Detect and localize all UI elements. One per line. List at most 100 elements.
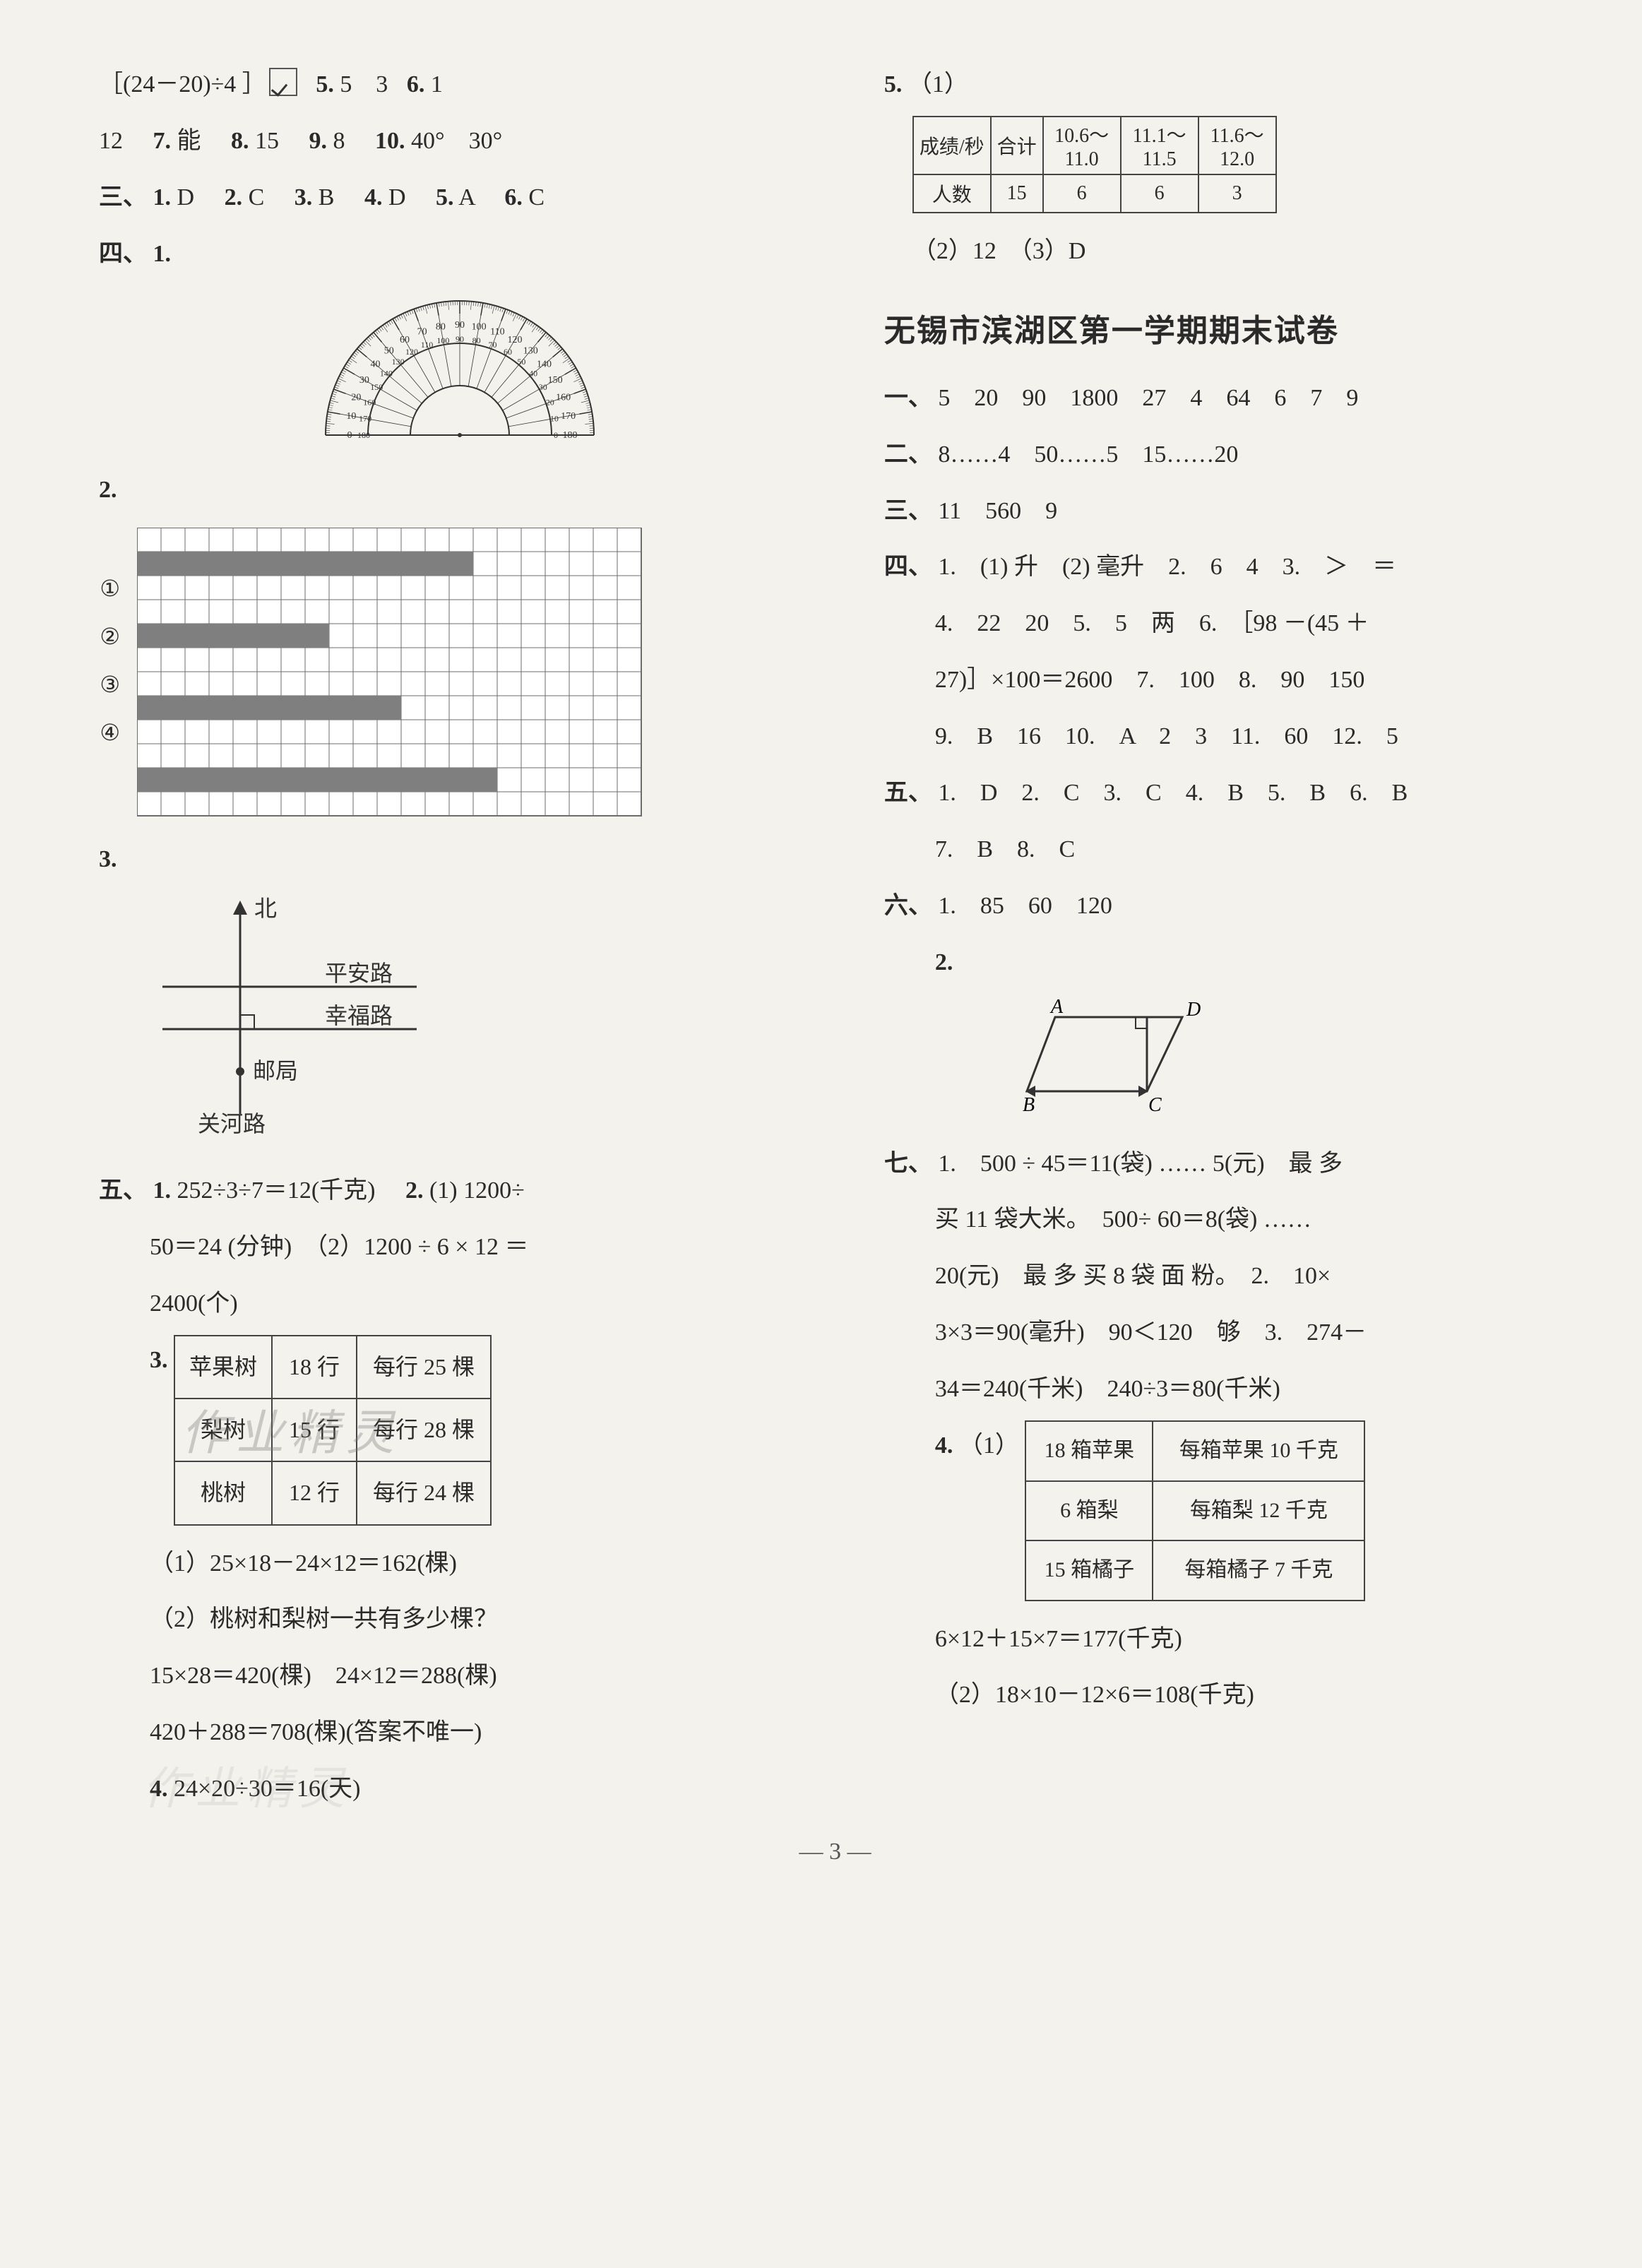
qnum: 4.: [150, 1776, 168, 1802]
tree-table-wrap: 苹果树18 行每行 25 棵梨树15 行每行 28 棵桃树12 行每行 24 棵…: [174, 1332, 492, 1536]
svg-text:10: 10: [346, 410, 356, 421]
answer: 252÷3÷7＝12(千克): [177, 1177, 400, 1204]
tree-table: 苹果树18 行每行 25 棵梨树15 行每行 28 棵桃树12 行每行 24 棵: [174, 1335, 492, 1526]
section-label: 四、: [884, 554, 932, 580]
sec4-body: 4. 22 20 5. 5 两 6. ［98 －(45 ＋ 27)］×100＝2…: [884, 595, 1571, 765]
svg-text:120: 120: [507, 334, 522, 345]
q2: 2.: [935, 934, 1571, 991]
line: 9. B 16 10. A 2 3 11. 60 12. 5: [935, 708, 1571, 765]
right-column: 5. （1） 成绩/秒合计10.6～ 11.011.1～ 11.511.6～ 1…: [884, 57, 1571, 1817]
section-5: 五、 1. D 2. C 3. C 4. B 5. B 6. B: [884, 765, 1571, 821]
qnum: 4.: [935, 1432, 953, 1459]
svg-text:150: 150: [370, 382, 383, 392]
trapezoid-figure: ADBC: [1013, 999, 1571, 1119]
line: 420＋288＝708(棵)(答案不唯一): [150, 1704, 821, 1761]
svg-text:关河路: 关河路: [198, 1111, 266, 1135]
label: ③: [99, 672, 120, 696]
qnum: 3.: [99, 846, 117, 872]
answer: 5 3: [340, 71, 388, 97]
qnum: 3.: [150, 1347, 168, 1373]
section-2: 二、 8……4 50……5 15……20: [884, 427, 1571, 483]
q4: 4. 24×20÷30＝16(天) 作业精灵: [150, 1761, 821, 1817]
section-1: 一、 5 20 90 1800 27 4 64 6 7 9: [884, 370, 1571, 427]
answer: (1) 1200÷: [429, 1177, 525, 1204]
svg-text:0: 0: [554, 430, 558, 440]
answer: A: [458, 184, 475, 210]
section-label: 二、: [884, 441, 932, 468]
svg-text:100: 100: [471, 321, 486, 332]
answer: D: [177, 184, 195, 210]
section-label: 一、: [884, 385, 932, 411]
answer: C: [249, 184, 265, 210]
svg-text:70: 70: [488, 340, 496, 350]
svg-text:60: 60: [400, 334, 410, 345]
map-svg: 北平安路幸福路邮局关河路: [141, 895, 438, 1135]
svg-text:60: 60: [504, 347, 512, 357]
page-number: — 3 —: [99, 1839, 1571, 1865]
two-column-layout: ［(24－20)÷4 ］ 5. 5 3 6. 1 12 7. 能 8. 15 9…: [99, 57, 1571, 1817]
section-label: 五、: [884, 780, 932, 806]
svg-text:100: 100: [436, 336, 449, 345]
answers: 1. D 2. C 3. C 4. B 5. B 6. B: [938, 780, 1408, 806]
line: 50＝24 (分钟) （2）1200 ÷ 6 × 12 ＝: [150, 1219, 821, 1276]
line: 4. 22 20 5. 5 两 6. ［98 －(45 ＋: [935, 595, 1571, 652]
qnum: 2.: [225, 184, 243, 210]
box-table: 18 箱苹果每箱苹果 10 千克6 箱梨每箱梨 12 千克15 箱橘子每箱橘子 …: [1025, 1420, 1365, 1601]
svg-text:160: 160: [363, 397, 376, 407]
svg-text:B: B: [1023, 1094, 1035, 1112]
protractor-figure: 0180101702016030150401405013060120701108…: [99, 287, 821, 449]
qnum: 6.: [407, 71, 425, 97]
line: 15×28＝420(棵) 24×12＝288(棵): [150, 1648, 821, 1704]
line: 12 7. 能 8. 15 9. 8 10. 40° 30°: [99, 113, 821, 170]
q3: 3. 苹果树18 行每行 25 棵梨树15 行每行 28 棵桃树12 行每行 2…: [150, 1332, 821, 1536]
svg-text:50: 50: [384, 345, 394, 356]
svg-text:80: 80: [472, 336, 481, 345]
svg-text:幸福路: 幸福路: [325, 1003, 393, 1028]
section-label: 五、: [99, 1177, 147, 1204]
qnum: 4.: [364, 184, 383, 210]
line: （2）18×10－12×6＝108(千克): [935, 1667, 1571, 1723]
answer: 15: [255, 128, 303, 154]
q2-label: 2.: [99, 462, 821, 518]
svg-text:90: 90: [455, 320, 465, 331]
line: 2400(个): [150, 1276, 821, 1332]
answers: 5 20 90 1800 27 4 64 6 7 9: [938, 385, 1358, 411]
line: 3×3＝90(毫升) 90＜120 够 3. 274－: [935, 1305, 1571, 1361]
svg-text:0: 0: [347, 430, 352, 441]
qnum: 1.: [153, 241, 172, 267]
svg-text:170: 170: [359, 413, 371, 423]
sec6-body: 2. ADBC: [884, 934, 1571, 1119]
answers: 11 560 9: [938, 498, 1057, 524]
section-7: 七、 1. 500 ÷ 45＝11(袋) …… 5(元) 最 多: [884, 1136, 1571, 1192]
bar-labels: ① ② ③ ④: [99, 576, 120, 768]
line: （2）桃树和梨树一共有多少棵？: [150, 1591, 821, 1648]
bar-grid-figure: ① ② ③ ④: [99, 528, 821, 817]
svg-text:180: 180: [562, 430, 577, 441]
svg-text:80: 80: [436, 321, 446, 332]
qnum: 5.: [436, 184, 454, 210]
section-label: 七、: [884, 1151, 932, 1177]
answers: 1. 85 60 120: [938, 893, 1112, 919]
svg-text:C: C: [1148, 1094, 1162, 1112]
qnum: 6.: [504, 184, 523, 210]
checkbox-checked-icon: [269, 68, 297, 96]
svg-text:A: A: [1049, 999, 1064, 1018]
section-4: 四、 1.: [99, 226, 821, 283]
q5-rest: （2）12 （3）D: [884, 223, 1571, 280]
svg-text:北: 北: [254, 896, 277, 921]
trapezoid-svg: ADBC: [1013, 999, 1225, 1112]
answer: D: [388, 184, 406, 210]
svg-text:140: 140: [380, 368, 393, 378]
svg-text:邮局: 邮局: [253, 1058, 298, 1083]
svg-text:130: 130: [391, 356, 404, 366]
svg-text:20: 20: [351, 392, 361, 403]
section-6: 六、 1. 85 60 120: [884, 878, 1571, 934]
answer: 能: [177, 128, 225, 154]
section-label: 六、: [884, 893, 932, 919]
svg-text:90: 90: [456, 334, 464, 344]
protractor-svg: 0180101702016030150401405013060120701108…: [311, 287, 608, 449]
map-figure: 北平安路幸福路邮局关河路: [141, 895, 821, 1141]
answer: 12: [99, 128, 147, 154]
label: ④: [99, 720, 120, 744]
svg-text:50: 50: [517, 356, 525, 366]
